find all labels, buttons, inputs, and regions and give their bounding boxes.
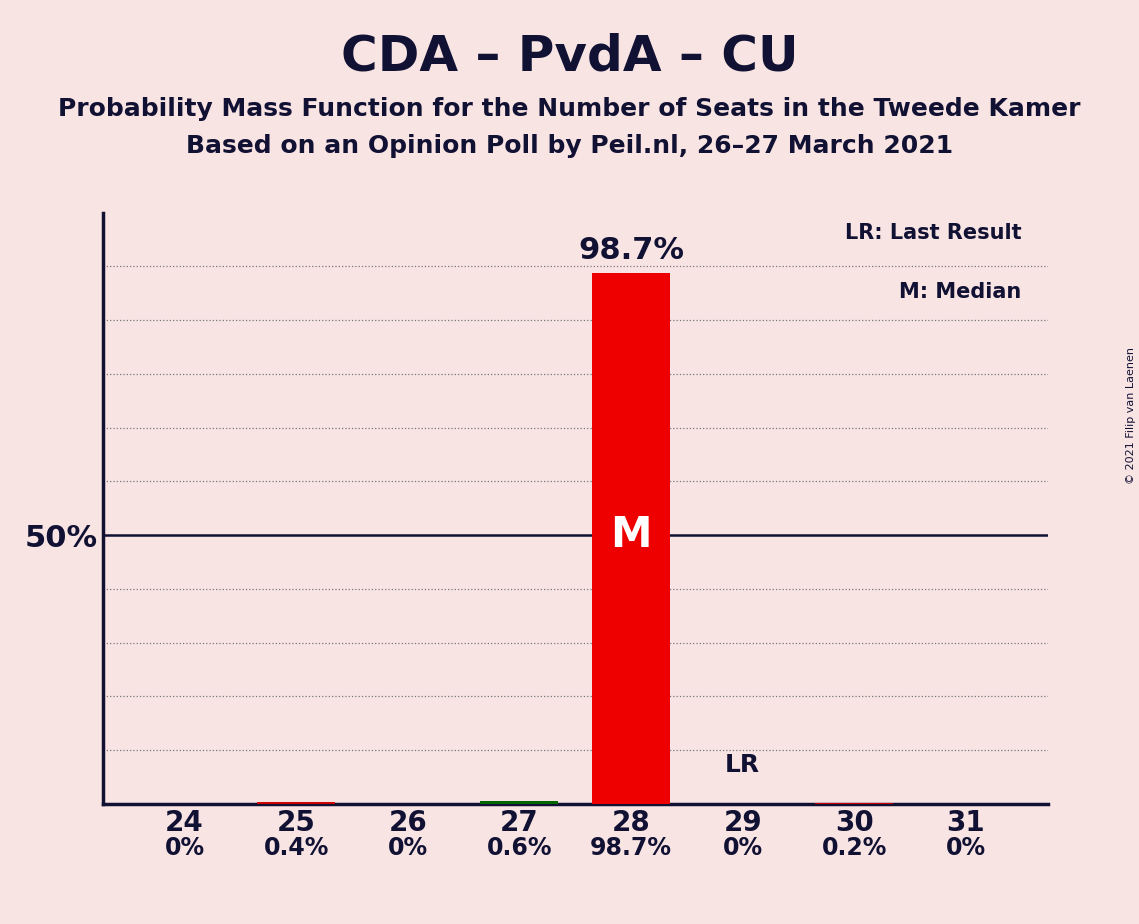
Text: M: Median: M: Median: [900, 283, 1022, 302]
Text: 98.7%: 98.7%: [590, 836, 672, 860]
Bar: [481, 801, 558, 804]
Text: Based on an Opinion Poll by Peil.nl, 26–27 March 2021: Based on an Opinion Poll by Peil.nl, 26–…: [186, 134, 953, 158]
Bar: [257, 802, 335, 804]
Text: 0%: 0%: [164, 836, 205, 860]
Text: 0%: 0%: [722, 836, 763, 860]
Text: LR: LR: [726, 753, 760, 777]
Text: M: M: [611, 514, 652, 556]
Text: 0%: 0%: [945, 836, 986, 860]
Bar: [592, 274, 670, 804]
Text: LR: Last Result: LR: Last Result: [845, 224, 1022, 243]
Text: 0.4%: 0.4%: [263, 836, 329, 860]
Text: © 2021 Filip van Laenen: © 2021 Filip van Laenen: [1126, 347, 1136, 484]
Text: CDA – PvdA – CU: CDA – PvdA – CU: [341, 32, 798, 80]
Text: 0%: 0%: [387, 836, 428, 860]
Text: 0.6%: 0.6%: [486, 836, 552, 860]
Bar: [816, 803, 893, 804]
Text: 98.7%: 98.7%: [577, 237, 685, 265]
Text: Probability Mass Function for the Number of Seats in the Tweede Kamer: Probability Mass Function for the Number…: [58, 97, 1081, 121]
Text: 0.2%: 0.2%: [821, 836, 887, 860]
